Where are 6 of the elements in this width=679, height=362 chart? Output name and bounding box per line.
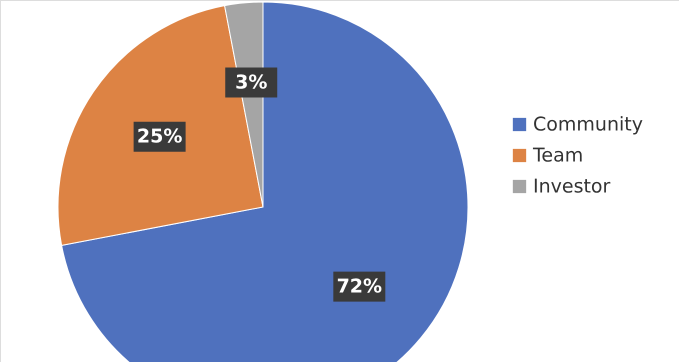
legend-label: Community: [533, 114, 643, 136]
data-label: 72%: [336, 276, 382, 298]
data-label: 3%: [235, 72, 268, 94]
legend-label: Investor: [533, 176, 611, 198]
legend-label: Team: [532, 144, 584, 166]
data-label: 25%: [136, 126, 182, 148]
